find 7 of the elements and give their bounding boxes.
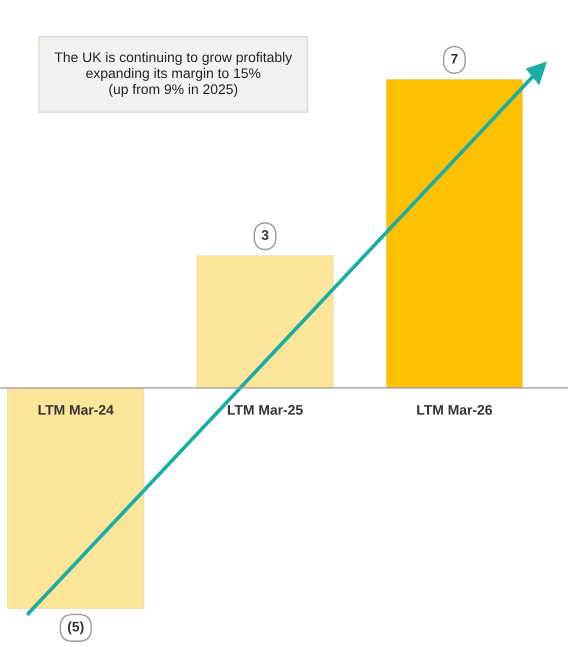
x-tick-label: LTM Mar-26 — [417, 404, 492, 415]
x-tick-label: LTM Mar-25 — [228, 404, 303, 415]
annotation: The UK is continuing to grow profitably expanding its margin to 15% (up from 9% in 2025) — [54, 52, 292, 97]
data-label: (5) — [68, 621, 84, 634]
data-label: 7 — [451, 54, 458, 64]
x-tick-label: LTM Mar-24 — [38, 404, 114, 415]
data-label: 3 — [262, 230, 268, 240]
